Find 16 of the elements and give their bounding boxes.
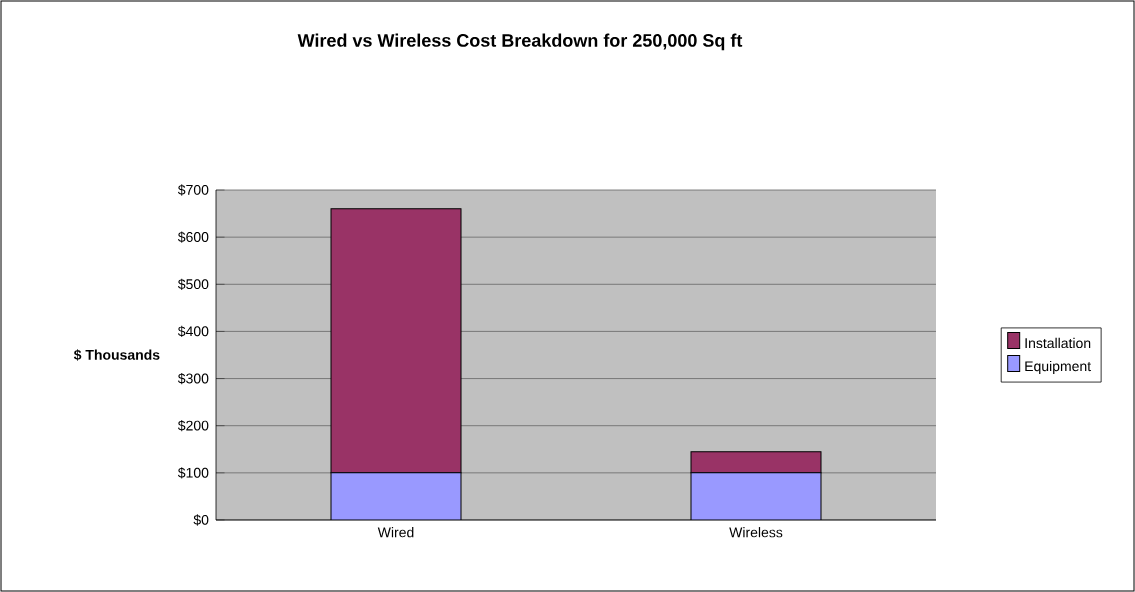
y-tick-label: $300 [177, 372, 209, 385]
bar [331, 472, 461, 520]
bar [690, 472, 822, 520]
legend-label: Equipment [1025, 360, 1092, 374]
y-tick-label: $700 [177, 184, 209, 196]
chart-title: Wired vs Wireless Cost Breakdown for 250,000 Sq ft [297, 33, 743, 51]
y-axis-title: $ Thousands [73, 349, 160, 361]
legend-label: Installation [1025, 337, 1091, 349]
y-tick-label: $100 [177, 467, 209, 479]
y-tick-label: $0 [193, 514, 209, 526]
x-tick-label: Wired [377, 527, 414, 538]
y-tick-label: $200 [177, 420, 209, 432]
y-tick-label: $600 [177, 231, 209, 243]
x-tick-label: Wireless [729, 527, 783, 538]
y-tick-label: $500 [177, 278, 209, 290]
y-tick-label: $400 [177, 325, 209, 338]
